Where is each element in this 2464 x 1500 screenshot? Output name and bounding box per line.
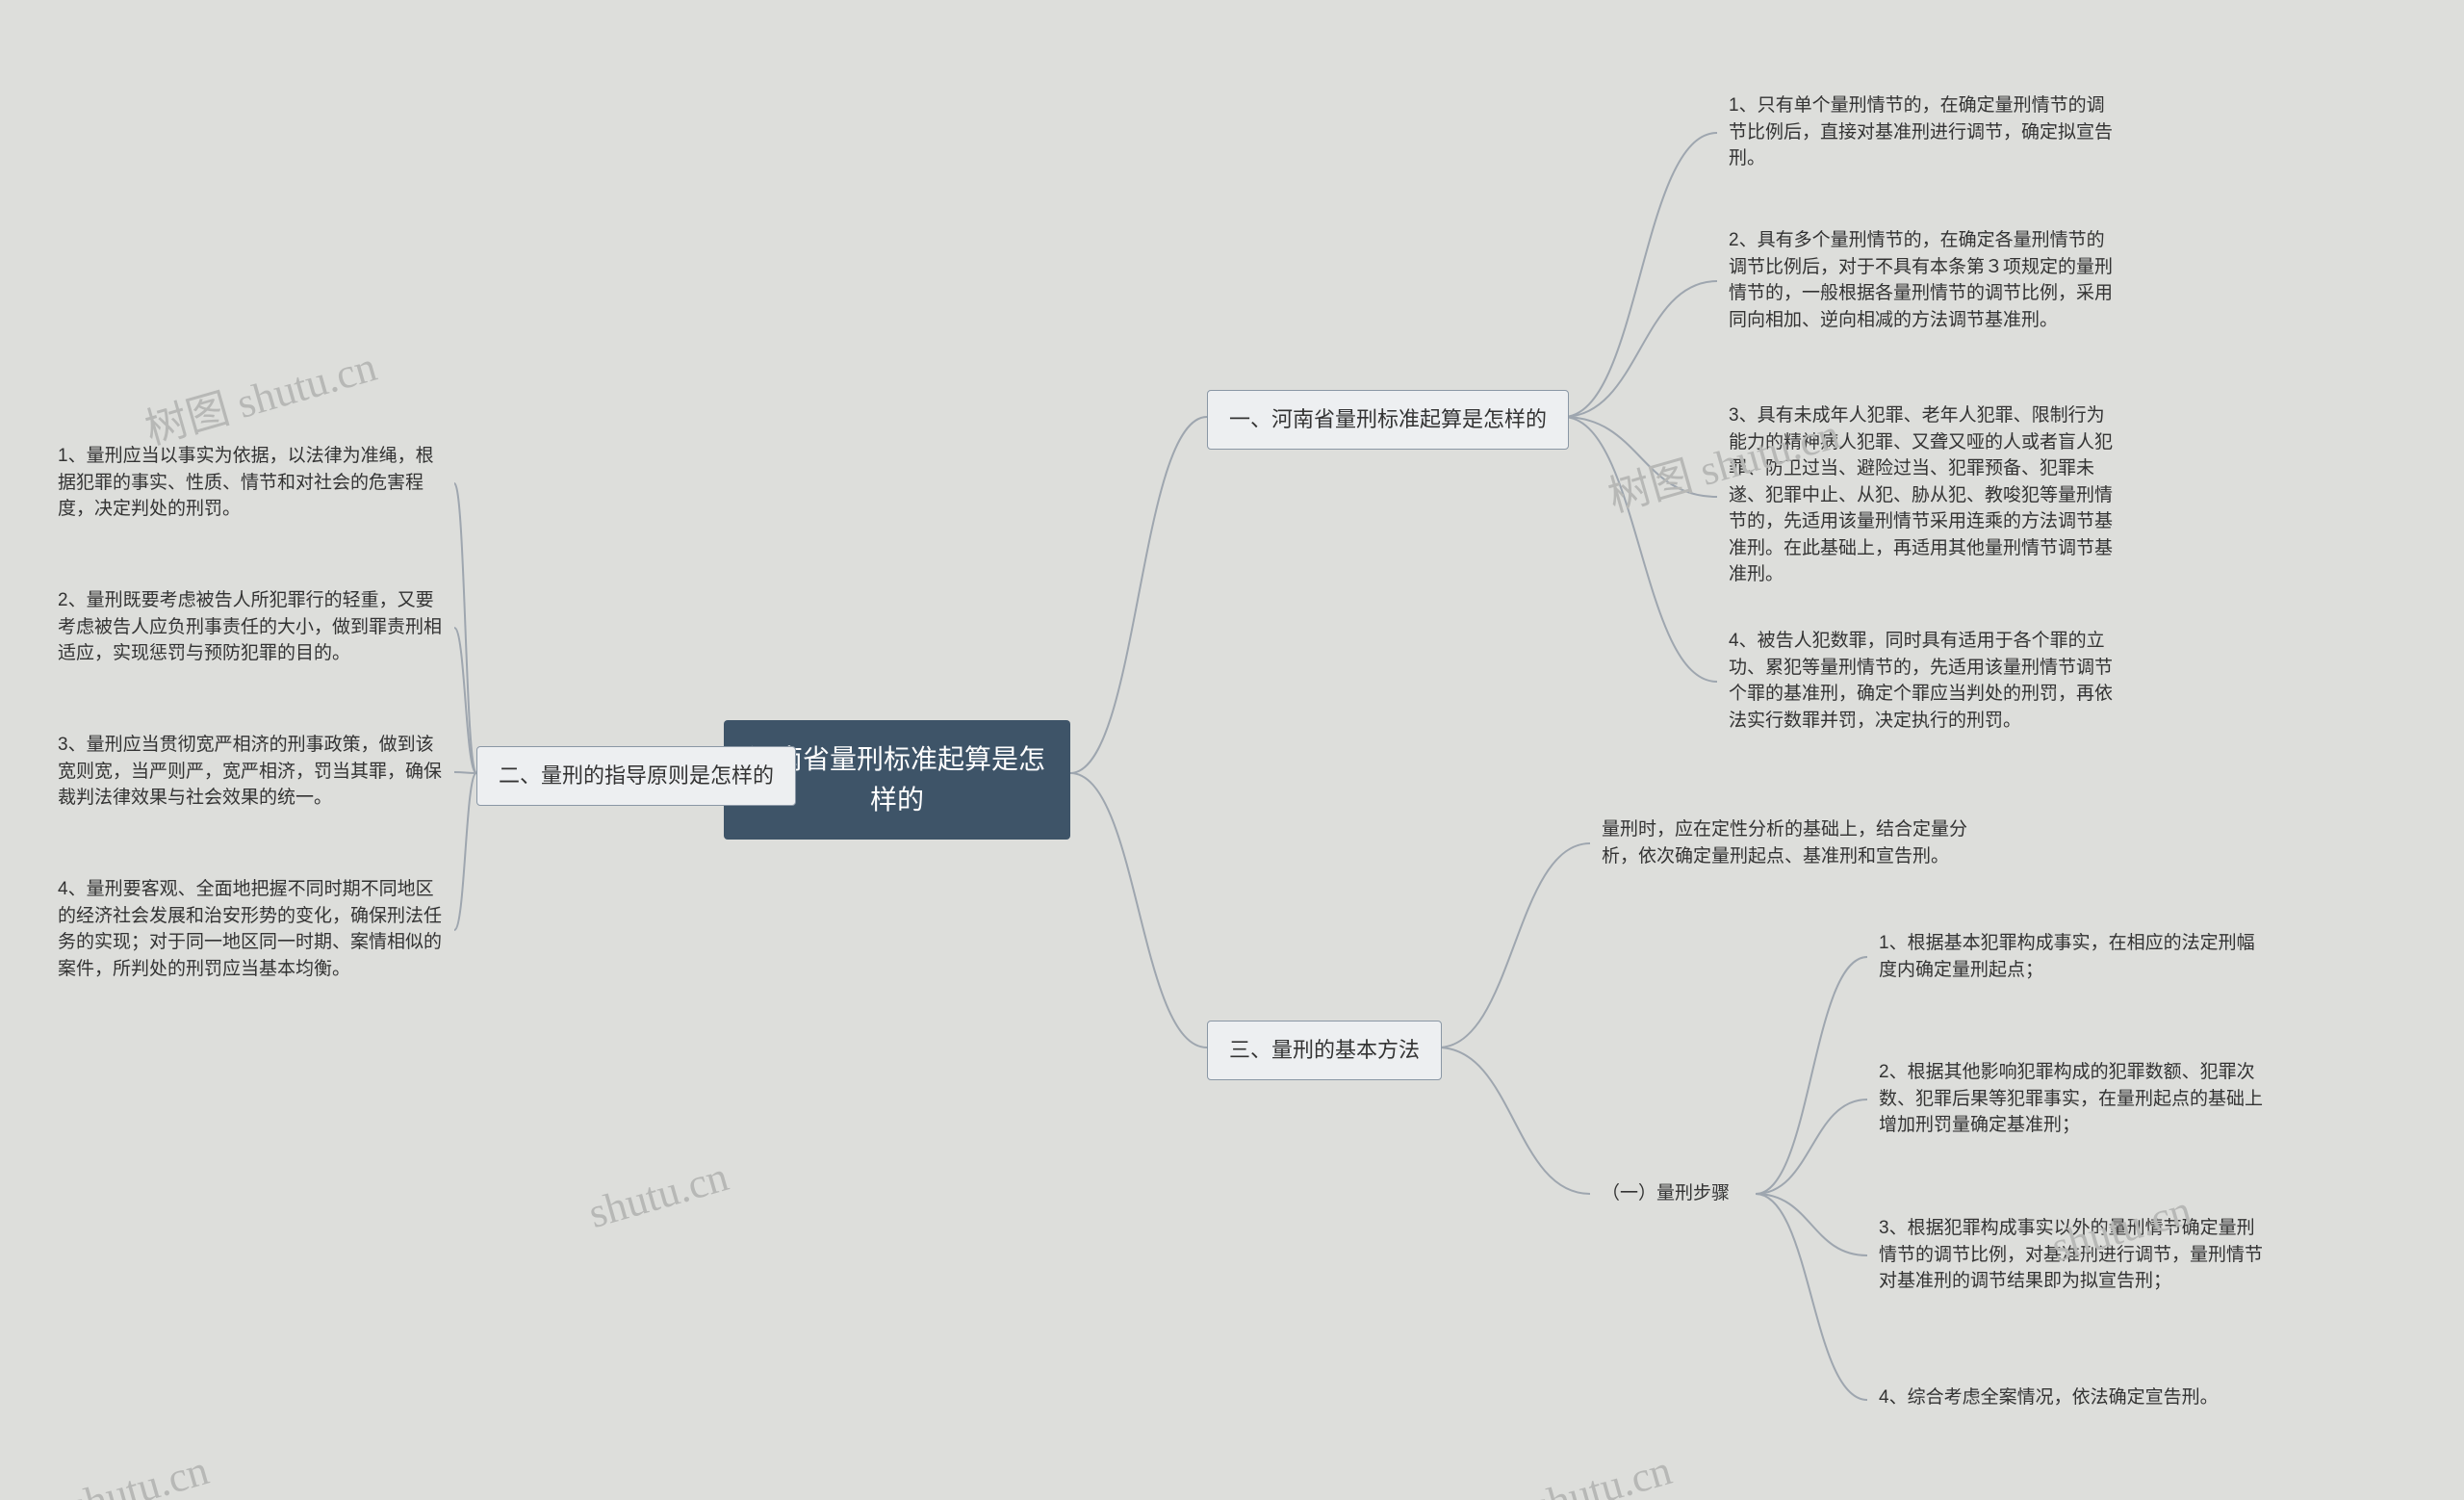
b1l4: 4、被告人犯数罪，同时具有适用于各个罪的立功、累犯等量刑情节的，先适用该量刑情节…: [1729, 628, 2114, 734]
b2l4: 4、量刑要客观、全面地把握不同时期不同地区的经济社会发展和治安形势的变化，确保刑…: [58, 876, 443, 982]
b1l3: 3、具有未成年人犯罪、老年人犯罪、限制行为能力的精神病人犯罪、又聋又哑的人或者盲…: [1729, 402, 2114, 588]
b2: 二、量刑的指导原则是怎样的: [476, 746, 796, 806]
b2l3: 3、量刑应当贯彻宽严相济的刑事政策，做到该宽则宽，当严则严，宽严相济，罚当其罪，…: [58, 732, 443, 812]
b1l1: 1、只有单个量刑情节的，在确定量刑情节的调节比例后，直接对基准刑进行调节，确定拟…: [1729, 92, 2114, 172]
b3s1: （一）量刑步骤: [1602, 1180, 1756, 1207]
b1: 一、河南省量刑标准起算是怎样的: [1207, 390, 1569, 450]
b3s1l4: 4、综合考虑全案情况，依法确定宣告刑。: [1879, 1384, 2264, 1411]
b3s1l2: 2、根据其他影响犯罪构成的犯罪数额、犯罪次数、犯罪后果等犯罪事实，在量刑起点的基…: [1879, 1059, 2264, 1139]
b3intro: 量刑时，应在定性分析的基础上，结合定量分析，依次确定量刑起点、基准刑和宣告刑。: [1602, 816, 1987, 869]
mindmap-canvas: 河南省量刑标准起算是怎样的一、河南省量刑标准起算是怎样的1、只有单个量刑情节的，…: [0, 0, 2464, 1500]
b2l2: 2、量刑既要考虑被告人所犯罪行的轻重，又要考虑被告人应负刑事责任的大小，做到罪责…: [58, 587, 443, 667]
b2l1: 1、量刑应当以事实为依据，以法律为准绳，根据犯罪的事实、性质、情节和对社会的危害…: [58, 443, 443, 523]
b3s1l3: 3、根据犯罪构成事实以外的量刑情节确定量刑情节的调节比例，对基准刑进行调节，量刑…: [1879, 1215, 2264, 1295]
b3: 三、量刑的基本方法: [1207, 1021, 1442, 1080]
b3s1l1: 1、根据基本犯罪构成事实，在相应的法定刑幅度内确定量刑起点；: [1879, 930, 2264, 983]
b1l2: 2、具有多个量刑情节的，在确定各量刑情节的调节比例后，对于不具有本条第３项规定的…: [1729, 227, 2114, 333]
